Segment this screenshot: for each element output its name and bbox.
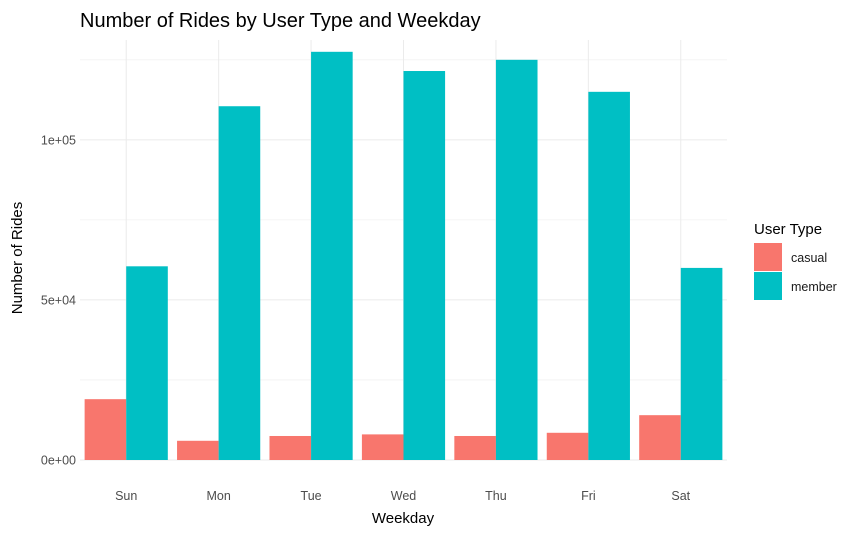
legend-key-member bbox=[754, 272, 782, 300]
y-axis-title: Number of Rides bbox=[9, 202, 26, 315]
bar-member-sun bbox=[126, 266, 168, 460]
bar-member-wed bbox=[403, 71, 446, 461]
bar-casual-sun bbox=[84, 399, 127, 460]
x-tick-label: Thu bbox=[485, 489, 507, 503]
legend-title: User Type bbox=[754, 221, 822, 238]
bar-member-thu bbox=[495, 59, 538, 460]
bar-member-sat bbox=[680, 267, 723, 460]
y-axis-ticks: 0e+00 5e+04 1e+05 bbox=[41, 133, 76, 467]
y-tick-label: 0e+00 bbox=[41, 454, 76, 468]
x-tick-label: Fri bbox=[581, 489, 596, 503]
x-tick-label: Sun bbox=[115, 489, 137, 503]
x-tick-label: Mon bbox=[206, 489, 230, 503]
chart-title: Number of Rides by User Type and Weekday bbox=[80, 10, 481, 32]
x-axis-title: Weekday bbox=[372, 510, 435, 527]
x-tick-label: Tue bbox=[301, 489, 322, 503]
x-axis-ticks: Sun Mon Tue Wed Thu Fri Sat bbox=[115, 489, 691, 503]
legend-label-member: member bbox=[791, 280, 837, 294]
bar-member-fri bbox=[588, 91, 630, 460]
legend-key-casual bbox=[754, 243, 782, 271]
x-tick-label: Sat bbox=[671, 489, 690, 503]
x-tick-label: Wed bbox=[391, 489, 417, 503]
bar-member-mon bbox=[218, 106, 261, 461]
bar-casual-wed bbox=[361, 434, 404, 460]
legend: User Type casual member bbox=[754, 221, 837, 300]
bar-member-tue bbox=[311, 51, 353, 460]
bar-casual-tue bbox=[269, 435, 312, 460]
y-tick-label: 1e+05 bbox=[41, 133, 76, 147]
y-tick-label: 5e+04 bbox=[41, 293, 76, 307]
bar-casual-fri bbox=[546, 432, 589, 460]
bar-casual-sat bbox=[639, 415, 681, 460]
bar-casual-mon bbox=[177, 440, 219, 460]
bars bbox=[84, 51, 723, 461]
bar-casual-thu bbox=[454, 435, 496, 460]
legend-label-casual: casual bbox=[791, 251, 827, 265]
